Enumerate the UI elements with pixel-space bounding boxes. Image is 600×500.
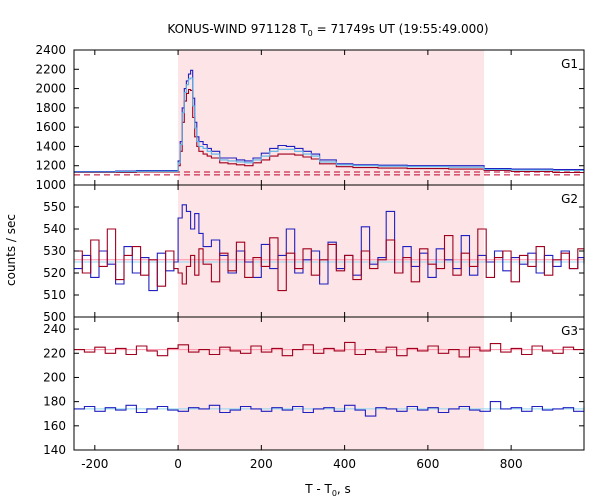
- y-tick-label: 1200: [35, 159, 66, 173]
- x-tick-label: 200: [250, 457, 273, 471]
- y-tick-label: 180: [43, 395, 66, 409]
- series-dark-red-step-line: [74, 228, 585, 292]
- y-tick-label: 1800: [35, 101, 66, 115]
- y-tick-label: 200: [43, 370, 66, 384]
- y-tick-label: 540: [43, 222, 66, 236]
- x-tick-label: 800: [500, 457, 523, 471]
- panel-frame: [73, 316, 585, 451]
- y-tick-label: 2200: [35, 62, 66, 76]
- panel-label: G1: [561, 57, 578, 71]
- x-axis-label: T - T0, s: [304, 482, 351, 498]
- y-tick-label: 500: [43, 310, 66, 324]
- x-tick-label: 400: [333, 457, 356, 471]
- y-tick-label: 240: [43, 322, 66, 336]
- panel-g1: 1000 1200 1400 1600 1800 2000 2200 2400 G1: [35, 43, 585, 192]
- x-tick-label: 0: [174, 457, 182, 471]
- series-blue-step-line: [74, 401, 585, 417]
- y-tick-label: 550: [43, 200, 66, 214]
- series-dark-red-step-line: [74, 88, 584, 174]
- y-tick-label: 160: [43, 419, 66, 433]
- series-light-blue-step-line: [74, 77, 585, 173]
- y-tick-label: 140: [43, 443, 66, 457]
- y-tick-label: 220: [43, 346, 66, 360]
- y-tick-label: 2400: [35, 43, 66, 57]
- y-axis-label: counts / sec: [4, 214, 18, 286]
- y-tick-label: 1600: [35, 120, 66, 134]
- panels-group: 10001200140016001800200022002400G1500510…: [35, 43, 585, 471]
- y-tick-label: 530: [43, 244, 66, 258]
- series-dark-red-step-line: [74, 341, 585, 358]
- highlight-interval: [178, 50, 485, 450]
- y-tick-label: 510: [43, 288, 66, 302]
- y-tick-label: 2000: [35, 82, 66, 96]
- y-tick-label: 1000: [35, 178, 66, 192]
- y-tick-label: 1400: [35, 139, 66, 153]
- panel-g2: 500 510 520 530 540 550 G2: [43, 184, 585, 324]
- panel-g3: 140 160 180 200 220 240 G3: [43, 316, 585, 457]
- x-tick-label: 600: [416, 457, 439, 471]
- panel-label: G2: [561, 192, 578, 206]
- x-tick-label: -200: [81, 457, 108, 471]
- y-tick-label: 520: [43, 266, 66, 280]
- panel-label: G3: [561, 324, 578, 338]
- chart-title: KONUS-WIND 971128 T0 = 71749s UT (19:55:…: [167, 22, 488, 38]
